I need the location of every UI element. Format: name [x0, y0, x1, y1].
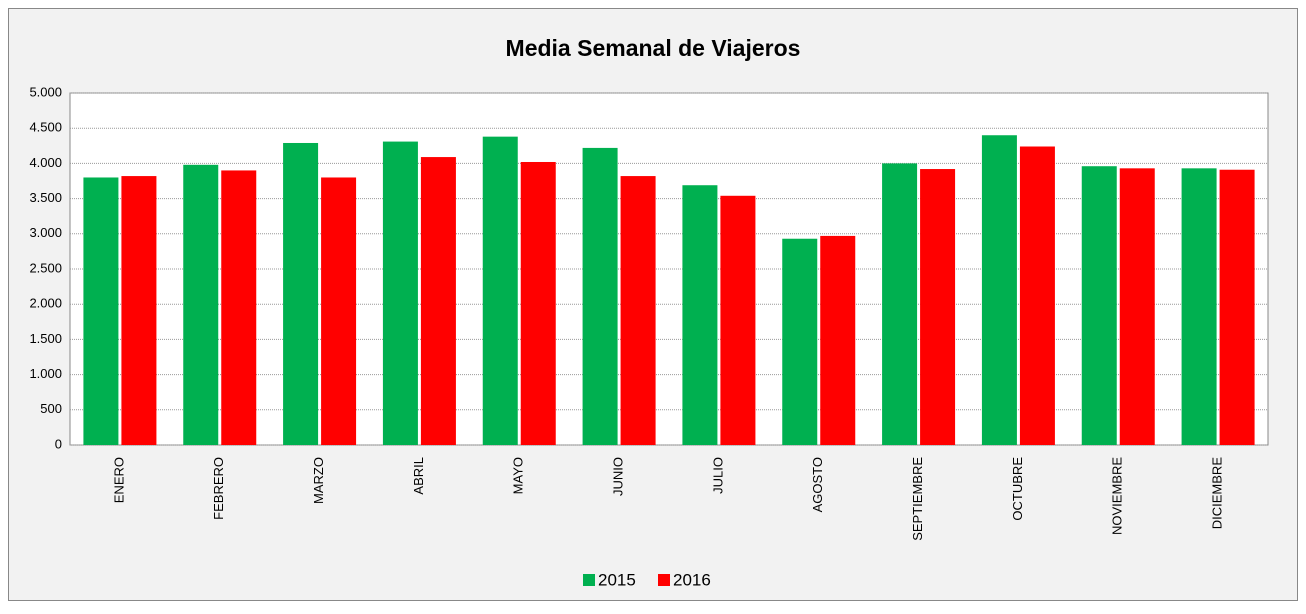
- bar: [321, 177, 357, 446]
- y-tick-label: 3.000: [29, 225, 62, 240]
- bar: [620, 176, 656, 445]
- y-tick-label: 4.000: [29, 155, 62, 170]
- x-tick-label: FEBRERO: [211, 457, 226, 520]
- y-tick-label: 0: [55, 436, 62, 451]
- y-tick-label: 3.500: [29, 190, 62, 205]
- bar: [1219, 169, 1255, 445]
- bar: [83, 177, 119, 446]
- x-tick-label: OCTUBRE: [1010, 457, 1025, 521]
- y-tick-label: 500: [40, 401, 62, 416]
- bar: [1181, 168, 1217, 445]
- x-tick-label: MAYO: [511, 457, 526, 494]
- bar: [1119, 168, 1155, 445]
- y-tick-label: 4.500: [29, 120, 62, 135]
- legend-swatch: [583, 574, 595, 586]
- bar: [981, 135, 1017, 446]
- bar: [1019, 146, 1055, 445]
- bar: [283, 142, 319, 445]
- chart-title: Media Semanal de Viajeros: [506, 35, 801, 61]
- bar: [482, 136, 518, 445]
- y-tick-label: 5.000: [29, 84, 62, 99]
- bar: [1081, 166, 1117, 445]
- y-tick-label: 1.500: [29, 331, 62, 346]
- x-tick-label: SEPTIEMBRE: [910, 457, 925, 541]
- x-tick-label: ENERO: [111, 457, 126, 503]
- bar: [221, 170, 257, 445]
- bar: [183, 164, 219, 446]
- x-tick-label: JUNIO: [611, 457, 626, 496]
- bar: [520, 161, 556, 445]
- x-tick-label: NOVIEMBRE: [1110, 457, 1125, 535]
- bar: [782, 238, 818, 445]
- bar: [582, 147, 618, 446]
- bar: [720, 195, 756, 445]
- x-tick-label: JULIO: [710, 457, 725, 494]
- x-tick-label: ABRIL: [411, 457, 426, 495]
- legend-label: 2015: [598, 570, 636, 589]
- legend-swatch: [658, 574, 670, 586]
- y-tick-label: 2.000: [29, 296, 62, 311]
- x-tick-label: AGOSTO: [810, 457, 825, 512]
- bar: [382, 141, 418, 446]
- x-tick-label: MARZO: [311, 457, 326, 504]
- bar: [882, 163, 918, 445]
- x-tick-label: DICIEMBRE: [1210, 457, 1225, 530]
- legend-label: 2016: [673, 570, 711, 589]
- bar: [920, 169, 956, 446]
- y-tick-label: 1.000: [29, 366, 62, 381]
- bar: [420, 157, 456, 445]
- y-tick-label: 2.500: [29, 260, 62, 275]
- bar: [682, 185, 718, 445]
- bar: [820, 235, 856, 445]
- bar: [121, 176, 157, 445]
